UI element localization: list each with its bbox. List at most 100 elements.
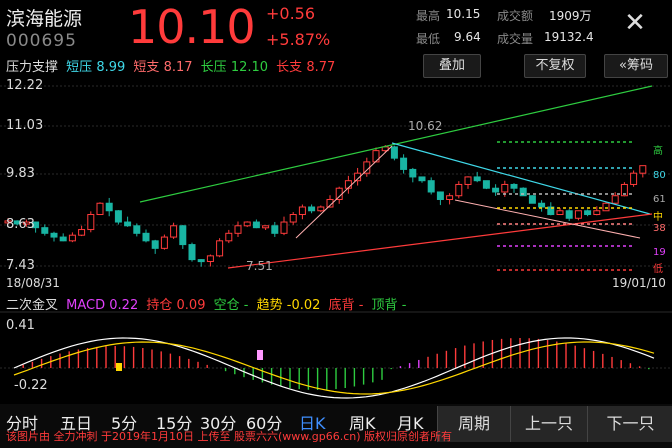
- candle-body: [482, 180, 490, 189]
- period-tab-timeshare[interactable]: 分时: [6, 414, 39, 433]
- support-row: 压力支撑 短压 8.99 短支 8.17 长压 12.10 长支 8.77: [6, 56, 336, 75]
- volume-value: 19132.4: [544, 30, 594, 44]
- candle-body: [271, 225, 279, 234]
- price-change: +0.56: [266, 4, 316, 23]
- watermark-text: 该图片由 全力冲刺 于2019年1月10日 上传至 股票六六(www.gp66.…: [6, 430, 453, 443]
- high-marker: 10.62: [408, 119, 443, 133]
- candle-body: [114, 210, 122, 223]
- candle-body: [593, 210, 601, 216]
- low-marker: 7.51: [246, 259, 273, 273]
- next-stock-button[interactable]: 下一只: [587, 406, 672, 442]
- long-sup-value: 8.77: [306, 60, 336, 75]
- candle-body: [473, 176, 481, 182]
- short-press-line: [391, 142, 651, 215]
- candle-body: [50, 232, 58, 238]
- trend-label: 趋势: [256, 298, 283, 313]
- candle-body: [179, 225, 187, 246]
- period-tab-5min[interactable]: 5分: [111, 414, 138, 433]
- candle-body: [538, 202, 546, 208]
- candle-body: [13, 220, 21, 225]
- short-sup-value: 8.17: [163, 60, 193, 75]
- price-axis-2: 11.03: [6, 118, 44, 133]
- candle-body: [32, 221, 40, 229]
- macd-axis-min: -0.22: [14, 378, 48, 393]
- candle-body: [78, 229, 86, 236]
- date-end: 19/01/10: [612, 276, 666, 290]
- candle-body: [308, 206, 316, 212]
- period-tab-15min[interactable]: 15分: [156, 414, 193, 433]
- price-change-pct: +5.87%: [266, 30, 331, 49]
- candle-body: [436, 191, 444, 200]
- bottom-div-value: -: [358, 298, 364, 313]
- chart-grid: [0, 85, 672, 369]
- candle-body: [317, 206, 325, 212]
- top-div-label: 顶背: [371, 298, 398, 313]
- candle-body: [492, 187, 500, 193]
- long-support-line: [227, 213, 653, 269]
- period-tab-week[interactable]: 周K: [349, 414, 376, 433]
- period-tab-month[interactable]: 月K: [397, 414, 424, 433]
- low-label: 最低: [416, 32, 441, 46]
- cycle-button[interactable]: 周期: [437, 406, 510, 442]
- candle-body: [105, 202, 113, 212]
- candle-body: [464, 176, 472, 185]
- long-press-value: 12.10: [230, 60, 269, 75]
- period-tab-30min[interactable]: 30分: [200, 414, 237, 433]
- period-tab-day[interactable]: 日K: [299, 414, 326, 433]
- signal-marker: [116, 363, 122, 371]
- candle-body: [252, 221, 260, 229]
- candlesticks: [4, 145, 647, 267]
- chip-label-19: 19: [653, 247, 666, 258]
- macd-value: 0.22: [109, 298, 139, 313]
- stock-code: 000695: [6, 31, 77, 51]
- dea-line: [13, 341, 655, 395]
- chip-label-mid: 中: [653, 212, 663, 223]
- candle-body: [22, 221, 30, 225]
- price-axis-top: 12.22: [6, 78, 44, 93]
- empty-label: 空仓: [213, 298, 240, 313]
- period-tab-60min[interactable]: 60分: [246, 414, 283, 433]
- close-button[interactable]: ✕: [620, 8, 650, 38]
- candle-body: [556, 210, 564, 216]
- chip-label-low: 低: [653, 264, 663, 275]
- candle-body: [409, 168, 417, 178]
- long-press-label: 长压: [200, 60, 227, 75]
- candle-body: [620, 183, 628, 197]
- amount-value: 1909万: [549, 9, 592, 23]
- candle-body: [280, 221, 288, 234]
- long-sup-label: 长支: [276, 60, 303, 75]
- volume-label: 成交量: [497, 32, 534, 46]
- candle-body: [326, 198, 334, 208]
- candle-body: [133, 225, 141, 234]
- macd-label: MACD: [66, 298, 106, 313]
- candle-body: [87, 214, 95, 231]
- candle-body: [59, 236, 67, 242]
- period-tab-5day[interactable]: 五日: [60, 414, 93, 433]
- channel-line: [454, 199, 641, 239]
- no-adjust-button[interactable]: 不复权: [524, 54, 586, 78]
- stock-name: 滨海能源: [6, 8, 83, 30]
- macd-axis-max: 0.41: [6, 318, 35, 333]
- candle-body: [124, 221, 132, 227]
- bottom-div-label: 底背: [328, 298, 355, 313]
- chips-button[interactable]: «筹码: [604, 54, 668, 78]
- high-value: 10.15: [446, 7, 481, 21]
- candle-body: [611, 195, 619, 204]
- candle-body: [630, 172, 638, 185]
- overlay-button[interactable]: 叠加: [423, 54, 481, 78]
- candle-body: [390, 146, 398, 159]
- prev-stock-button[interactable]: 上一只: [510, 406, 587, 442]
- signal-marker: [257, 350, 263, 360]
- support-title: 压力支撑: [6, 60, 59, 75]
- candle-body: [225, 232, 233, 242]
- macd-panel: [13, 337, 655, 399]
- candle-body: [243, 221, 251, 227]
- candle-body: [262, 225, 270, 229]
- candle-body: [427, 180, 435, 193]
- candle-body: [547, 206, 555, 216]
- short-press-value: 8.99: [96, 60, 126, 75]
- short-press-label: 短压: [66, 60, 93, 75]
- candle-body: [151, 240, 159, 249]
- empty-value: -: [243, 298, 249, 313]
